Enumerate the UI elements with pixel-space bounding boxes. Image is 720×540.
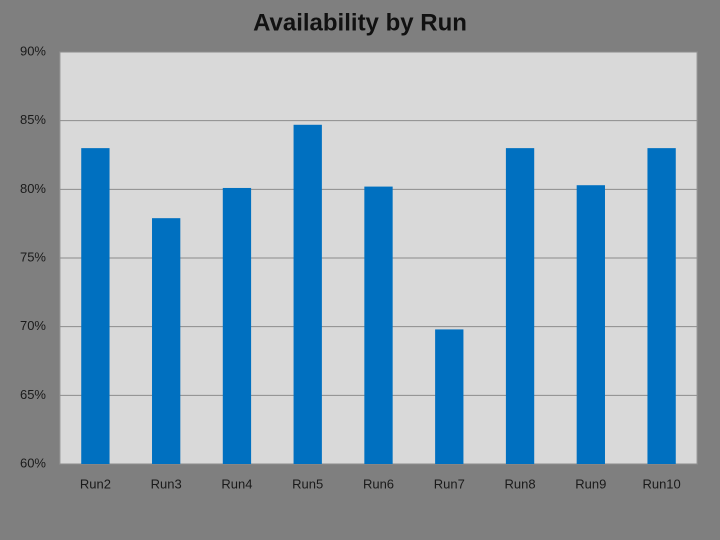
bar: [435, 329, 464, 464]
bar: [222, 187, 252, 464]
x-tick-label: Run8: [505, 476, 536, 491]
y-tick-label: 65%: [20, 387, 46, 402]
x-tick-label: Run3: [151, 476, 182, 491]
x-tick-label: Run2: [80, 476, 111, 491]
y-tick-label: 85%: [20, 112, 46, 127]
x-tick-label: Run10: [642, 476, 680, 491]
bar: [293, 124, 322, 464]
x-tick-label: Run4: [221, 476, 252, 491]
x-tick-label: Run9: [575, 476, 606, 491]
y-tick-label: 75%: [20, 249, 46, 264]
x-tick-label: Run6: [363, 476, 394, 491]
bar: [81, 148, 110, 464]
x-tick-label: Run5: [292, 476, 323, 491]
bar: [647, 148, 676, 464]
bar: [364, 186, 393, 464]
bar: [505, 148, 535, 464]
y-tick-label: 70%: [20, 318, 46, 333]
chart-title: Availability by Run: [253, 9, 467, 36]
bar: [152, 218, 181, 464]
bar: [576, 185, 605, 465]
y-tick-label: 60%: [20, 455, 46, 470]
y-tick-label: 90%: [20, 43, 46, 58]
x-tick-label: Run7: [434, 476, 465, 491]
y-tick-label: 80%: [20, 181, 46, 196]
